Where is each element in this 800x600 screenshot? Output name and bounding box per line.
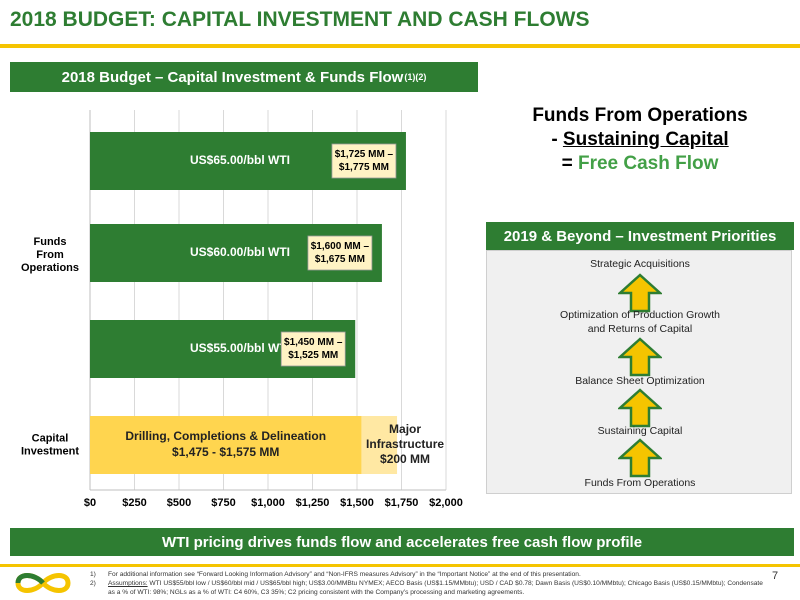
priority-sustaining-capital: Sustaining Capital [597, 425, 683, 437]
footnote-text: Assumptions: WTI US$55/bbl low / US$60/b… [108, 579, 770, 597]
footnote-text: For additional information see “Forward … [108, 571, 581, 578]
segment-label: Major [389, 422, 421, 436]
ffo-minus: - [551, 129, 563, 150]
bar-label: US$55.00/bbl WTI [190, 341, 290, 355]
footnote-number: 2) [90, 580, 96, 587]
range-callout-box [280, 331, 346, 367]
x-tick-label: $1,250 [296, 497, 330, 509]
x-tick-label: $1,500 [340, 497, 374, 509]
category-label: Funds [34, 236, 67, 248]
footnote-number: 1) [90, 571, 96, 578]
infrastructure-segment [361, 416, 398, 474]
segment-label: Infrastructure [366, 437, 444, 451]
priorities-banner: 2019 & Beyond – Investment Priorities [486, 222, 794, 250]
category-label: Operations [21, 262, 79, 274]
chart-banner: 2018 Budget – Capital Investment & Funds… [10, 62, 478, 92]
bar-label: US$65.00/bbl WTI [190, 153, 290, 167]
chart-banner-text: 2018 Budget – Capital Investment & Funds… [61, 68, 404, 86]
range-callout-label: $1,725 MM – [335, 149, 394, 160]
range-callout-label: $1,600 MM – [311, 241, 370, 252]
range-callout-label: $1,450 MM – [284, 337, 343, 348]
up-arrow-icon [618, 337, 662, 377]
drilling-segment [90, 416, 362, 474]
footnote-assumptions-label: Assumptions: [108, 580, 148, 587]
chart-banner-superscript: (1)(2) [404, 72, 427, 82]
x-tick-label: $1,750 [385, 497, 419, 509]
x-tick-label: $250 [122, 497, 146, 509]
page-title: 2018 BUDGET: CAPITAL INVESTMENT AND CASH… [10, 8, 590, 31]
category-label: Investment [21, 445, 79, 457]
ffo-formula: Funds From Operations - Sustaining Capit… [490, 104, 790, 176]
range-callout-label: $1,525 MM [288, 350, 338, 361]
category-label: From [36, 249, 64, 261]
priorities-panel: Strategic Acquisitions Optimization of P… [486, 250, 792, 494]
ffo-free-cash-flow: Free Cash Flow [577, 153, 719, 174]
segment-label: $1,475 - $1,575 MM [172, 445, 279, 459]
x-tick-label: $0 [84, 497, 96, 509]
x-tick-label: $1,000 [251, 497, 285, 509]
ffo-line-3: = Free Cash Flow [490, 152, 790, 176]
x-tick-label: $500 [167, 497, 191, 509]
priority-optimization-line-2: and Returns of Capital [587, 323, 693, 335]
up-arrow-icon [618, 438, 662, 478]
x-tick-label: $750 [211, 497, 235, 509]
bar-label: US$60.00/bbl WTI [190, 245, 290, 259]
category-label: Capital [32, 432, 69, 444]
page-number: 7 [772, 570, 779, 582]
range-callout-label: $1,775 MM [339, 162, 389, 173]
range-callout-label: $1,675 MM [315, 254, 365, 265]
ffo-equals: = [561, 153, 578, 174]
segment-label: Drilling, Completions & Delineation [125, 429, 326, 443]
bottom-rule [0, 564, 800, 567]
footnotes: 1) For additional information see “Forwa… [90, 570, 770, 597]
ffo-line-2: - Sustaining Capital [490, 128, 790, 152]
ffo-line-1: Funds From Operations [532, 105, 748, 126]
title-rule [0, 44, 800, 48]
segment-label: $200 MM [380, 452, 430, 466]
up-arrow-icon [618, 273, 662, 313]
company-logo [15, 573, 71, 593]
budget-bar-chart: $0 $250 $500 $750 $1,000 $1,250 $1,500 $1,750 $2… [21, 110, 463, 509]
priority-balance-sheet: Balance Sheet Optimization [575, 375, 705, 387]
ffo-sustaining-capital: Sustaining Capital [562, 129, 729, 150]
bottom-banner: WTI pricing drives funds flow and accele… [10, 528, 794, 556]
priority-strategic-acquisitions: Strategic Acquisitions [590, 258, 690, 270]
footnote-assumptions-text: WTI US$55/bbl low / US$60/bbl mid / US$6… [108, 580, 763, 596]
up-arrow-icon [618, 388, 662, 428]
priority-optimization-line-1: Optimization of Production Growth [560, 309, 720, 321]
x-tick-label: $2,000 [429, 497, 463, 509]
priority-funds-from-operations: Funds From Operations [584, 477, 696, 489]
range-callout-box [331, 143, 397, 179]
footnote-2: 2) Assumptions: WTI US$55/bbl low / US$6… [90, 579, 770, 597]
footnote-1: 1) For additional information see “Forwa… [90, 570, 770, 579]
range-callout-box [307, 235, 373, 271]
